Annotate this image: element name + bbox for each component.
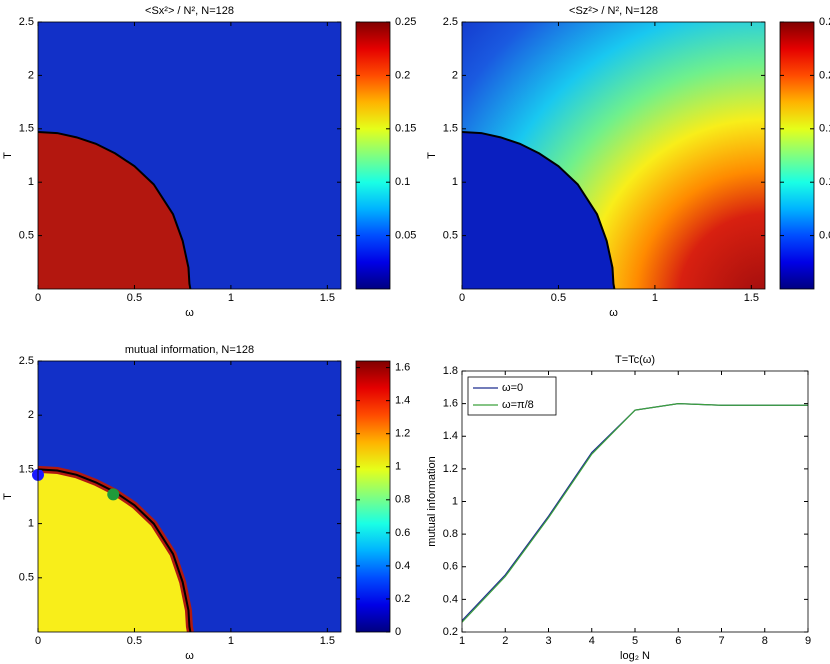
colorbar-tick-label: 1.2 — [395, 428, 410, 440]
colorbar-tick-label: 0.1 — [395, 176, 410, 188]
x-tick-label: 4 — [589, 635, 595, 647]
axes-box — [37, 21, 342, 290]
x-tick-label: 0.5 — [127, 292, 142, 304]
y-tick-label: 1 — [28, 176, 34, 188]
y-tick-label: 2.5 — [19, 355, 34, 367]
colorbar-tick-label: 0.2 — [819, 69, 830, 81]
x-tick-label: 8 — [762, 635, 768, 647]
y-tick-label: 0.4 — [443, 593, 458, 605]
y-axis-label: mutual information — [426, 456, 438, 547]
series-line — [462, 403, 808, 623]
boundary-line — [38, 131, 192, 289]
y-tick-label: 1.5 — [19, 463, 34, 475]
heatmap-inside — [38, 132, 191, 289]
legend-label: ω=0 — [502, 382, 523, 394]
colorbar-tick-label: 0.6 — [395, 527, 410, 539]
colorbar-tick-label: 0.2 — [395, 69, 410, 81]
boundary-line — [38, 468, 192, 632]
colorbar-tick-label: 0.25 — [395, 16, 416, 28]
x-tick-label: 5 — [632, 635, 638, 647]
boundary-line — [462, 131, 616, 289]
colorbar — [355, 360, 391, 633]
chart-title: mutual information, N=128 — [125, 344, 254, 356]
colorbar — [779, 21, 815, 290]
colorbar-tick-label: 0.05 — [395, 230, 416, 242]
y-tick-label: 1 — [28, 518, 34, 530]
colorbar-tick-label: 0.15 — [395, 123, 416, 135]
y-tick-label: 1.8 — [443, 365, 458, 377]
colorbar-tick-label: 0.2 — [395, 593, 410, 605]
x-tick-label: 0.5 — [127, 635, 142, 647]
y-axis-label: T — [426, 152, 438, 159]
plot-area — [462, 403, 808, 623]
x-tick-label: 0 — [35, 635, 41, 647]
y-tick-label: 0.5 — [19, 230, 34, 242]
colorbar-tick-label: 1.6 — [395, 362, 410, 374]
chart-title: T=Tc(ω) — [615, 354, 655, 366]
y-tick-label: 1 — [452, 495, 458, 507]
plot-area — [462, 22, 765, 289]
x-tick-label: 2 — [502, 635, 508, 647]
x-axis-label: log₂ N — [620, 650, 650, 662]
y-tick-label: 0.2 — [443, 626, 458, 638]
x-tick-label: 3 — [545, 635, 551, 647]
colorbar — [355, 21, 391, 290]
y-tick-label: 2.5 — [19, 16, 34, 28]
x-tick-label: 1.5 — [744, 292, 759, 304]
y-tick-label: 0.5 — [443, 230, 458, 242]
chart-title: <Sx²> / N², N=128 — [145, 5, 234, 17]
axes-box — [37, 360, 342, 633]
colorbar-tick-label: 0.8 — [395, 494, 410, 506]
axes-box — [461, 21, 766, 290]
x-tick-label: 0 — [35, 292, 41, 304]
marker — [107, 488, 120, 501]
x-axis-label: ω — [185, 650, 194, 662]
y-tick-label: 1 — [452, 176, 458, 188]
x-tick-label: 6 — [675, 635, 681, 647]
y-tick-label: 0.5 — [19, 572, 34, 584]
y-tick-label: 0.6 — [443, 561, 458, 573]
y-tick-label: 2 — [28, 69, 34, 81]
y-tick-label: 0.8 — [443, 528, 458, 540]
x-tick-label: 1 — [228, 292, 234, 304]
heatmap-inside — [38, 469, 191, 632]
colorbar-tick-label: 1 — [395, 461, 401, 473]
plot-area — [38, 22, 341, 289]
y-tick-label: 2 — [28, 409, 34, 421]
colorbar-tick-label: 0.25 — [819, 16, 830, 28]
y-tick-label: 2 — [452, 69, 458, 81]
x-tick-label: 1 — [459, 635, 465, 647]
x-tick-label: 1.5 — [320, 635, 335, 647]
chart-title: <Sz²> / N², N=128 — [569, 5, 658, 17]
x-tick-label: 0.5 — [551, 292, 566, 304]
y-tick-label: 1.6 — [443, 398, 458, 410]
heatmap-inside — [462, 132, 615, 289]
y-tick-label: 2.5 — [443, 16, 458, 28]
series-line — [462, 403, 808, 621]
colorbar-tick-label: 1.4 — [395, 395, 410, 407]
x-tick-label: 7 — [718, 635, 724, 647]
x-tick-label: 9 — [805, 635, 811, 647]
y-tick-label: 1.5 — [19, 123, 34, 135]
y-tick-label: 1.5 — [443, 123, 458, 135]
x-axis-label: ω — [609, 307, 618, 319]
y-tick-label: 1.2 — [443, 463, 458, 475]
legend-label: ω=π/8 — [502, 399, 534, 411]
plot-area — [38, 361, 341, 632]
colorbar-tick-label: 0 — [395, 626, 401, 638]
y-axis-label: T — [2, 493, 14, 500]
x-tick-label: 1 — [652, 292, 658, 304]
colorbar-tick-label: 0.1 — [819, 176, 830, 188]
x-tick-label: 1 — [228, 635, 234, 647]
x-axis-label: ω — [185, 307, 194, 319]
y-tick-label: 1.4 — [443, 430, 458, 442]
x-tick-label: 1.5 — [320, 292, 335, 304]
x-tick-label: 0 — [459, 292, 465, 304]
colorbar-tick-label: 0.4 — [395, 560, 410, 572]
legend-box — [467, 376, 557, 416]
y-axis-label: T — [2, 152, 14, 159]
colorbar-tick-label: 0.05 — [819, 230, 830, 242]
colorbar-tick-label: 0.15 — [819, 123, 830, 135]
